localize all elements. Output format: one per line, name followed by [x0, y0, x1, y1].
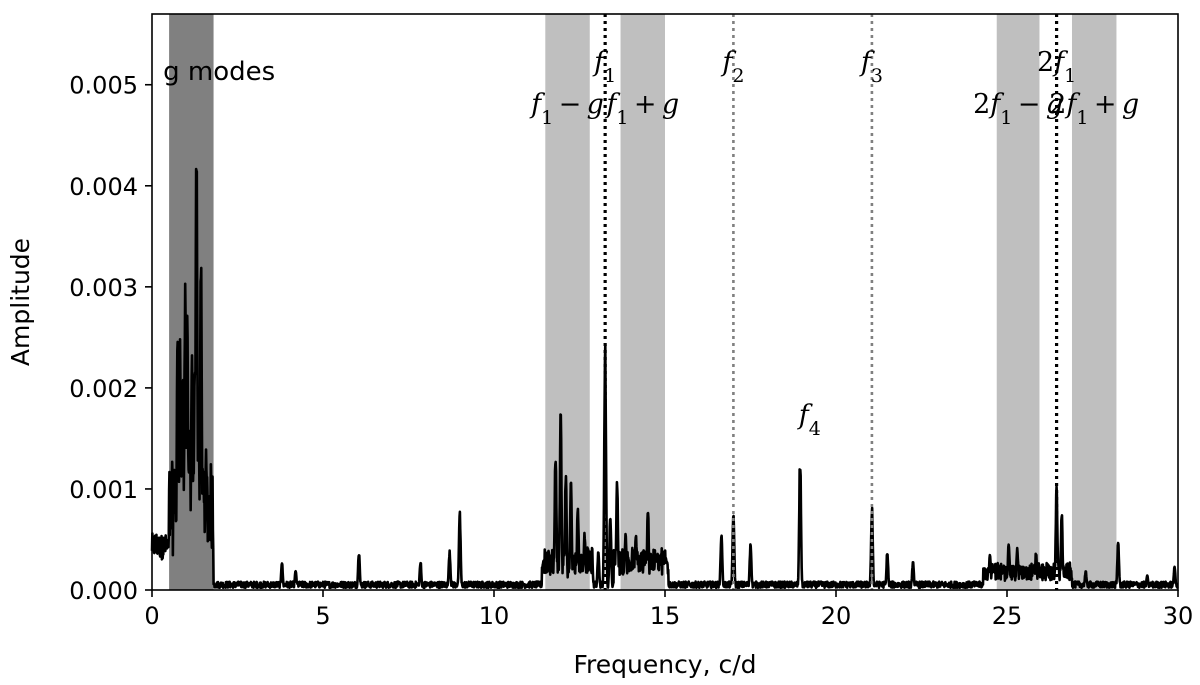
- band-label-1: g modes: [163, 57, 275, 87]
- band-label-5: 2f1 + g: [1049, 89, 1139, 129]
- x-tick-label: 10: [479, 602, 510, 630]
- band-label-2: f1 − g: [529, 89, 604, 129]
- shaded-band-3: [620, 14, 665, 590]
- x-axis: 0 5 10 15 20 25 30: [144, 590, 1193, 630]
- reference-line-label-4: 2f1: [1037, 47, 1076, 87]
- band-label-3: f1 + g: [604, 89, 679, 129]
- spectrum-series: [150, 167, 1179, 590]
- band-label-4: 2f1 − g: [973, 89, 1063, 129]
- y-axis-label: Amplitude: [6, 238, 35, 366]
- spectrum-line: [150, 167, 1179, 590]
- y-tick-label: 0.000: [69, 577, 138, 605]
- y-tick-label: 0.001: [69, 476, 138, 504]
- reference-line-label-3: f3: [859, 47, 883, 87]
- x-tick-label: 30: [1163, 602, 1194, 630]
- reference-lines: [603, 14, 1059, 590]
- shaded-band-5: [1071, 14, 1117, 590]
- x-tick-label: 5: [315, 602, 330, 630]
- x-tick-label: 25: [992, 602, 1023, 630]
- x-axis-label: Frequency, c/d: [573, 650, 756, 679]
- x-tick-label: 0: [144, 602, 159, 630]
- y-tick-label: 0.004: [69, 173, 138, 201]
- y-tick-label: 0.005: [69, 72, 138, 100]
- y-tick-label: 0.002: [69, 375, 138, 403]
- shaded-band-4: [996, 14, 1040, 590]
- y-tick-label: 0.003: [69, 274, 138, 302]
- reference-line-label-2: f2: [720, 47, 744, 87]
- annotation-1: f4: [797, 400, 821, 440]
- shaded-bands: [169, 14, 1117, 590]
- reference-line-label-1: f1: [592, 47, 616, 87]
- x-tick-label: 15: [650, 602, 681, 630]
- x-tick-label: 20: [821, 602, 852, 630]
- y-axis: 0.000 0.001 0.002 0.003 0.004 0.005: [69, 72, 152, 605]
